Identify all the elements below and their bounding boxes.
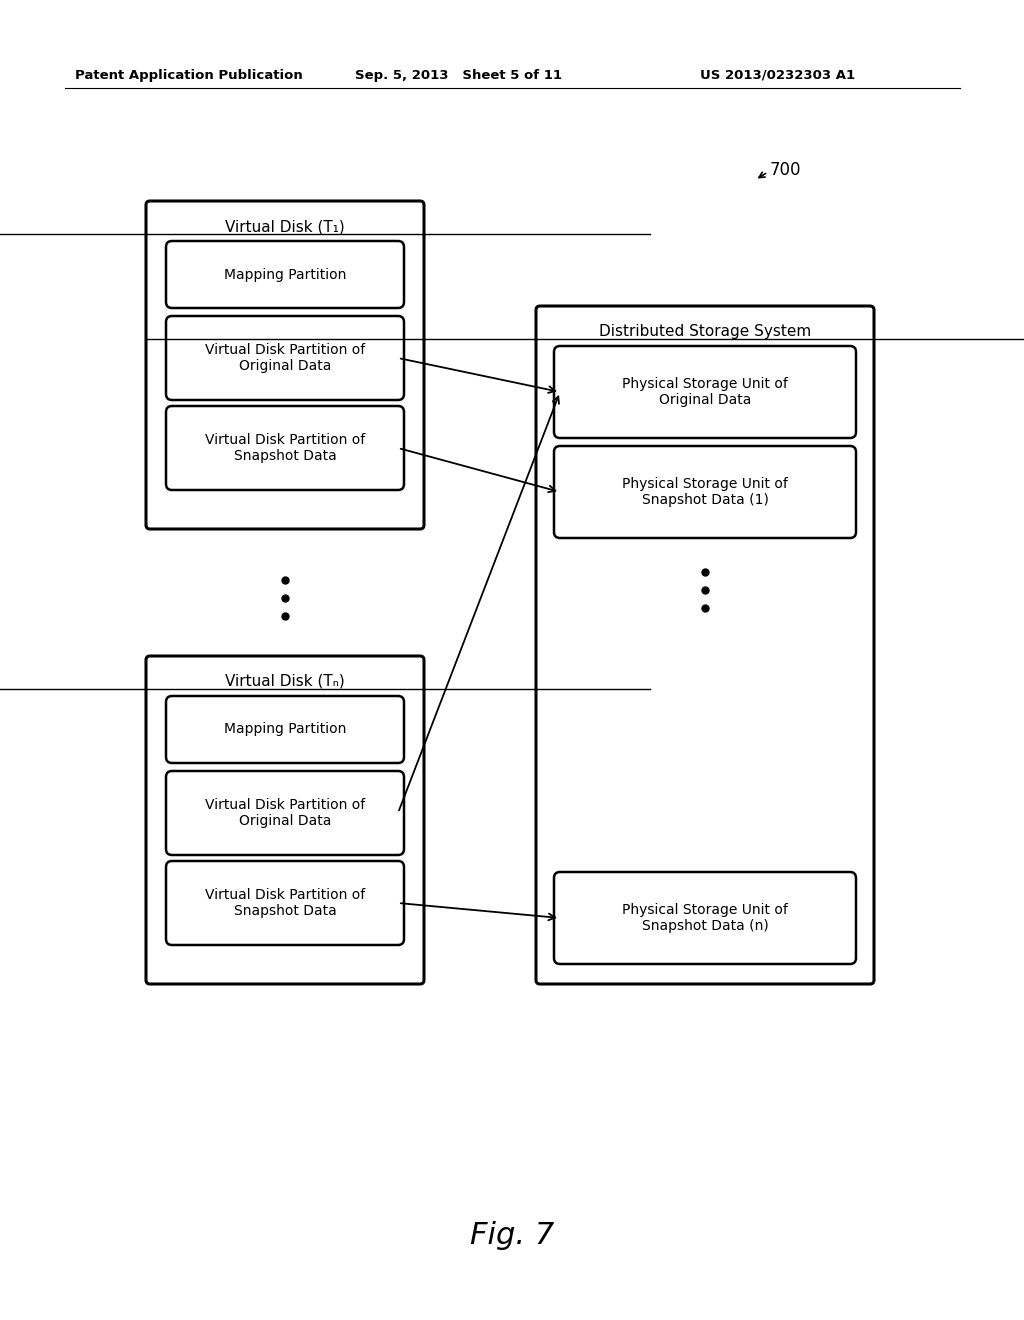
Text: US 2013/0232303 A1: US 2013/0232303 A1 <box>700 69 855 82</box>
Text: Mapping Partition: Mapping Partition <box>224 268 346 281</box>
Text: Mapping Partition: Mapping Partition <box>224 722 346 737</box>
Text: Patent Application Publication: Patent Application Publication <box>75 69 303 82</box>
Text: Physical Storage Unit of
Original Data: Physical Storage Unit of Original Data <box>622 378 787 407</box>
Text: Virtual Disk Partition of
Original Data: Virtual Disk Partition of Original Data <box>205 343 366 374</box>
Text: Sep. 5, 2013   Sheet 5 of 11: Sep. 5, 2013 Sheet 5 of 11 <box>355 69 562 82</box>
FancyBboxPatch shape <box>536 306 874 983</box>
FancyBboxPatch shape <box>166 242 404 308</box>
FancyBboxPatch shape <box>554 446 856 539</box>
FancyBboxPatch shape <box>166 696 404 763</box>
FancyBboxPatch shape <box>166 771 404 855</box>
Text: Virtual Disk Partition of
Snapshot Data: Virtual Disk Partition of Snapshot Data <box>205 433 366 463</box>
Text: Virtual Disk (Tₙ): Virtual Disk (Tₙ) <box>225 675 345 689</box>
Text: Distributed Storage System: Distributed Storage System <box>599 323 811 339</box>
FancyBboxPatch shape <box>554 873 856 964</box>
Text: Physical Storage Unit of
Snapshot Data (n): Physical Storage Unit of Snapshot Data (… <box>622 903 787 933</box>
FancyBboxPatch shape <box>146 201 424 529</box>
FancyBboxPatch shape <box>146 656 424 983</box>
Text: 700: 700 <box>770 161 802 180</box>
FancyBboxPatch shape <box>166 407 404 490</box>
Text: Physical Storage Unit of
Snapshot Data (1): Physical Storage Unit of Snapshot Data (… <box>622 477 787 507</box>
Text: Virtual Disk (T₁): Virtual Disk (T₁) <box>225 219 345 234</box>
FancyBboxPatch shape <box>166 315 404 400</box>
FancyBboxPatch shape <box>554 346 856 438</box>
Text: Virtual Disk Partition of
Original Data: Virtual Disk Partition of Original Data <box>205 797 366 828</box>
Text: Fig. 7: Fig. 7 <box>470 1221 554 1250</box>
Text: Virtual Disk Partition of
Snapshot Data: Virtual Disk Partition of Snapshot Data <box>205 888 366 919</box>
FancyBboxPatch shape <box>166 861 404 945</box>
